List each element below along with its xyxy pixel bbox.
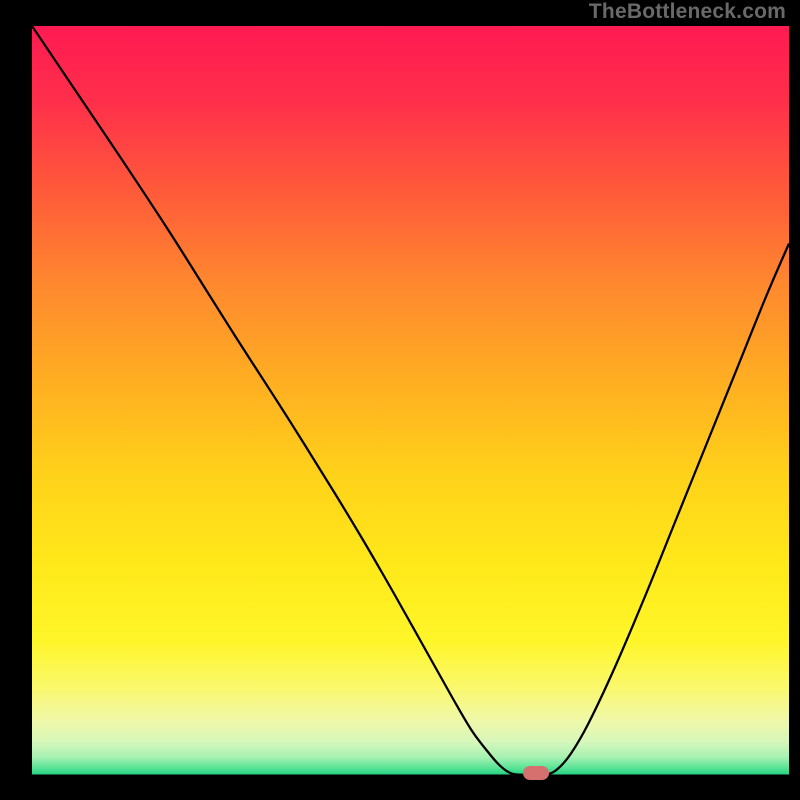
chart-frame: TheBottleneck.com <box>0 0 800 800</box>
plot-area <box>32 26 789 776</box>
watermark-label: TheBottleneck.com <box>589 0 786 24</box>
curve-layer <box>32 26 789 776</box>
optimum-marker <box>523 766 549 780</box>
bottleneck-curve <box>32 26 789 775</box>
